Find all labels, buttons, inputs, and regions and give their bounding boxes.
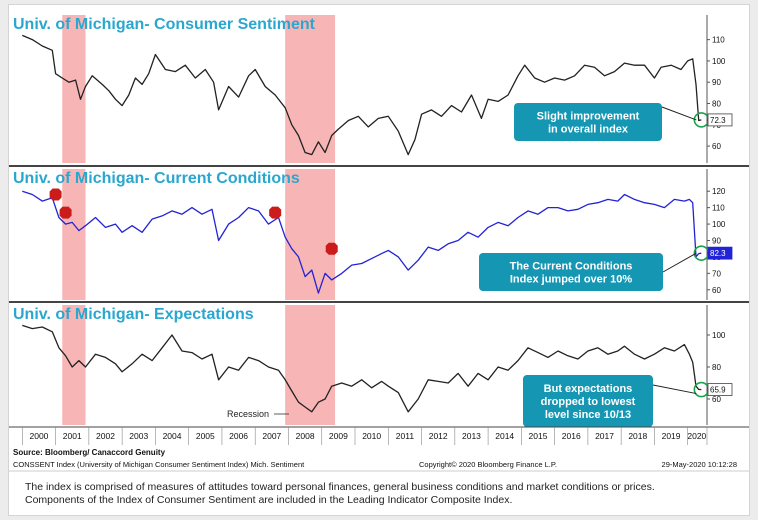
callout-text-line: Index jumped over 10% <box>510 274 632 286</box>
x-tick-label: 2003 <box>129 431 148 441</box>
x-tick-label: 2018 <box>628 431 647 441</box>
y-tick-label: 100 <box>712 331 726 340</box>
panel-title: Univ. of Michigan- Current Conditions <box>13 170 300 187</box>
event-marker <box>59 206 72 219</box>
series-line <box>22 190 702 294</box>
y-tick-label: 110 <box>712 36 725 45</box>
last-value-label: 82.3 <box>710 249 726 258</box>
x-tick-label: 2019 <box>662 431 681 441</box>
x-tick-label: 2010 <box>362 431 381 441</box>
last-value-label: 72.3 <box>710 116 726 125</box>
callout-arrow <box>652 384 697 395</box>
x-tick-label: 2014 <box>495 431 514 441</box>
callout-arrow <box>661 106 697 121</box>
recession-band <box>285 169 336 300</box>
y-tick-label: 100 <box>712 57 726 66</box>
recession-band <box>285 305 336 425</box>
y-tick-label: 80 <box>712 100 721 109</box>
series-line <box>22 34 702 156</box>
y-tick-label: 120 <box>712 187 726 196</box>
event-marker <box>269 206 282 219</box>
y-tick-label: 60 <box>712 395 721 404</box>
callout-text-line: in overall index <box>548 124 629 136</box>
x-tick-label: 2002 <box>96 431 115 441</box>
x-tick-label: 2001 <box>63 431 82 441</box>
chart-frame: 60 70 80 90 100 110 Univ. of Michigan- Consume… <box>8 4 750 516</box>
footnote-line-2: Components of the Index of Consumer Sent… <box>25 494 513 506</box>
x-tick-label: 2008 <box>296 431 315 441</box>
callout-text-line: But expectations <box>544 383 633 395</box>
y-tick-label: 60 <box>712 142 721 151</box>
x-tick-label: 2020 <box>687 431 706 441</box>
chart-figure: 60 70 80 90 100 110 Univ. of Michigan- Consume… <box>9 5 749 475</box>
date-stamp: 29-May-2020 10:12:28 <box>662 460 737 469</box>
event-marker <box>49 188 62 201</box>
x-tick-label: 2015 <box>529 431 548 441</box>
y-tick-label: 70 <box>712 269 721 278</box>
x-tick-label: 2005 <box>196 431 215 441</box>
copyright-text: Copyright© 2020 Bloomberg Finance L.P. <box>419 460 557 469</box>
recession-band <box>62 169 86 300</box>
callout-text-line: level since 10/13 <box>545 409 631 421</box>
x-tick-label: 2009 <box>329 431 348 441</box>
recession-band <box>62 15 86 163</box>
x-tick-label: 2013 <box>462 431 481 441</box>
recession-label: Recession <box>227 409 269 419</box>
x-tick-label: 2011 <box>396 431 415 441</box>
callout-arrow <box>662 252 697 273</box>
x-tick-label: 2004 <box>163 431 182 441</box>
x-tick-label: 2006 <box>229 431 248 441</box>
index-note: CONSSENT Index (University of Michigan C… <box>13 460 305 469</box>
callout-box <box>514 103 662 141</box>
last-value-tag <box>707 383 733 396</box>
y-tick-label: 80 <box>712 363 721 372</box>
callout-box <box>479 253 663 291</box>
panel-title: Univ. of Michigan- Expectations <box>13 306 254 323</box>
y-tick-label: 90 <box>712 78 721 87</box>
last-value-label: 65.9 <box>710 386 726 395</box>
callout-text-line: The Current Conditions <box>510 261 633 273</box>
y-tick-label: 110 <box>712 204 725 213</box>
callout-text-line: dropped to lowest <box>541 396 636 408</box>
last-value-tag <box>707 246 733 260</box>
footnote-line-1: The index is comprised of measures of at… <box>25 481 655 493</box>
callout-text-line: Slight improvement <box>537 111 640 123</box>
last-value-tag <box>707 113 733 127</box>
x-tick-label: 2017 <box>595 431 614 441</box>
x-tick-label: 2016 <box>562 431 581 441</box>
y-tick-label: 100 <box>712 220 726 229</box>
x-tick-label: 2012 <box>429 431 448 441</box>
recession-band <box>285 15 336 163</box>
x-tick-label: 2007 <box>262 431 281 441</box>
x-tick-label: 2000 <box>30 431 49 441</box>
event-marker <box>325 242 338 255</box>
callout-box <box>523 375 653 427</box>
panel-title: Univ. of Michigan- Consumer Sentiment <box>13 16 316 33</box>
source-text: Source: Bloomberg/ Canaccord Genuity <box>13 448 166 457</box>
footnote: The index is comprised of measures of at… <box>25 481 745 507</box>
series-line <box>22 324 702 413</box>
y-tick-label: 90 <box>712 237 721 246</box>
y-tick-label: 60 <box>712 286 721 295</box>
